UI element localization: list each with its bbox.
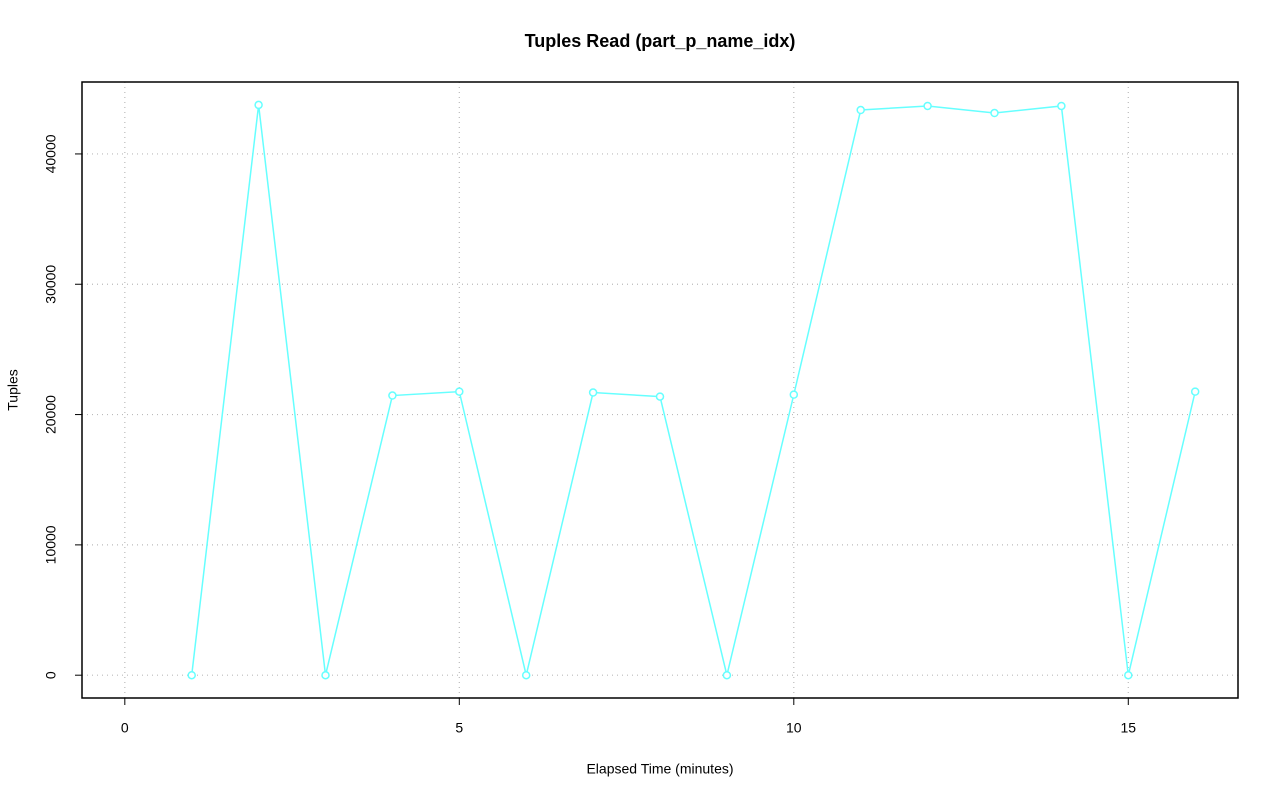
chart-title: Tuples Read (part_p_name_idx) <box>525 31 796 51</box>
data-point <box>722 670 732 680</box>
x-tick-label: 0 <box>121 720 129 736</box>
y-tick-label: 40000 <box>43 134 59 173</box>
data-point <box>521 670 531 680</box>
data-point <box>388 391 397 400</box>
data-point <box>455 387 464 396</box>
data-point <box>655 392 665 401</box>
x-axis-title: Elapsed Time (minutes) <box>586 761 733 777</box>
data-point <box>990 108 999 118</box>
y-tick-label: 10000 <box>43 525 59 564</box>
data-line <box>190 104 1196 676</box>
data-point <box>321 670 330 680</box>
data-point <box>588 388 598 397</box>
data-point <box>1124 670 1133 680</box>
data-point <box>1190 387 1200 396</box>
y-tick-label: 30000 <box>43 265 59 304</box>
y-tick-label: 20000 <box>43 395 59 434</box>
y-axis-title: Tuples <box>5 369 21 411</box>
data-point <box>789 390 799 399</box>
data-point <box>923 101 932 111</box>
data-point <box>1057 101 1066 111</box>
data-point <box>187 670 196 680</box>
data-point <box>254 100 263 110</box>
plot-frame <box>81 81 1239 699</box>
x-tick-label: 15 <box>1120 720 1136 736</box>
data-point <box>856 105 865 115</box>
x-tick-label: 5 <box>455 720 463 736</box>
y-tick-label: 0 <box>43 671 59 679</box>
x-tick-label: 10 <box>786 720 802 736</box>
